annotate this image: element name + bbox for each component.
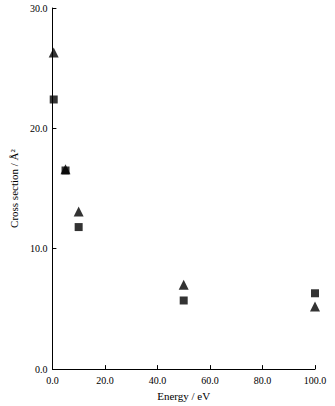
- svg-text:60.0: 60.0: [201, 375, 219, 386]
- svg-text:80.0: 80.0: [254, 375, 272, 386]
- svg-text:100.0: 100.0: [304, 375, 327, 386]
- svg-text:0.0: 0.0: [35, 364, 48, 375]
- svg-text:10.0: 10.0: [30, 243, 48, 254]
- svg-text:40.0: 40.0: [149, 375, 167, 386]
- svg-text:Cross section / Å²: Cross section / Å²: [8, 148, 20, 227]
- svg-text:0.0: 0.0: [46, 375, 59, 386]
- svg-text:20.0: 20.0: [96, 375, 114, 386]
- svg-text:30.0: 30.0: [30, 3, 48, 14]
- svg-text:20.0: 20.0: [30, 123, 48, 134]
- svg-text:Energy / eV: Energy / eV: [157, 390, 210, 402]
